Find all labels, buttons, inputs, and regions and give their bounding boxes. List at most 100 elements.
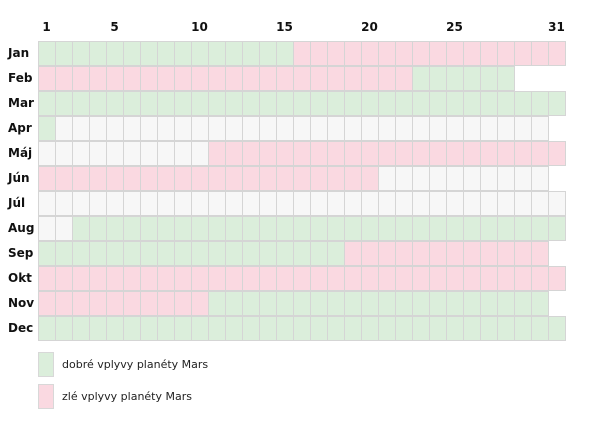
day-cell-neutral	[293, 191, 311, 216]
day-cell-good	[412, 66, 430, 91]
day-cell-neutral	[225, 191, 243, 216]
day-cell-neutral	[174, 116, 192, 141]
month-label: Feb	[8, 71, 33, 85]
day-cell-neutral	[106, 116, 124, 141]
day-cell-neutral	[208, 191, 226, 216]
day-cell-bad	[344, 41, 362, 66]
day-cell-neutral	[174, 141, 192, 166]
day-cell-good	[327, 291, 345, 316]
day-cell-neutral	[531, 116, 549, 141]
day-cell-bad	[531, 241, 549, 266]
day-cell-neutral	[276, 191, 294, 216]
day-cell-neutral	[429, 166, 447, 191]
month-axis: Jan Feb Mar Apr Máj Jún Júl Aug Sep Okt Nov Dec	[7, 46, 34, 335]
day-cell-good	[361, 216, 379, 241]
day-cell-bad	[225, 166, 243, 191]
day-cell-good	[429, 216, 447, 241]
day-cell-bad	[429, 241, 447, 266]
day-cell-bad	[361, 266, 379, 291]
legend-swatch-bad	[38, 384, 54, 409]
day-cell-good	[412, 216, 430, 241]
day-cell-neutral	[72, 141, 90, 166]
day-cell-bad	[463, 41, 481, 66]
day-cell-bad	[140, 291, 158, 316]
day-cell-bad	[429, 41, 447, 66]
day-cell-bad	[89, 166, 107, 191]
day-cell-neutral	[106, 191, 124, 216]
day-cell-good	[174, 316, 192, 341]
day-cell-good	[310, 91, 328, 116]
day-cell-bad	[208, 66, 226, 91]
day-cell-good	[446, 291, 464, 316]
day-cell-good	[208, 216, 226, 241]
day-cell-bad	[38, 291, 56, 316]
day-cell-good	[208, 291, 226, 316]
day-cell-good	[191, 41, 209, 66]
day-cell-bad	[259, 141, 277, 166]
day-cell-bad	[395, 41, 413, 66]
day-cell-good	[276, 316, 294, 341]
day-cell-bad	[327, 66, 345, 91]
day-cell-bad	[395, 241, 413, 266]
day-cell-bad	[174, 266, 192, 291]
day-cell-bad	[480, 141, 498, 166]
day-cell-bad	[293, 266, 311, 291]
day-cell-good	[208, 241, 226, 266]
day-cell-bad	[463, 266, 481, 291]
day-cell-neutral	[412, 116, 430, 141]
day-cell-neutral	[123, 191, 141, 216]
month-label: Aug	[8, 221, 34, 235]
day-cell-bad	[310, 166, 328, 191]
day-cell-good	[531, 316, 549, 341]
day-cell-good	[429, 66, 447, 91]
day-cell-bad	[276, 266, 294, 291]
day-cell-bad	[38, 166, 56, 191]
day-cell-good	[293, 291, 311, 316]
day-cell-neutral	[38, 191, 56, 216]
day-cell-bad	[344, 141, 362, 166]
day-cell-good	[259, 91, 277, 116]
day-cell-neutral	[327, 116, 345, 141]
day-cell-bad	[310, 66, 328, 91]
day-cell-good	[191, 91, 209, 116]
day-cell-good	[361, 291, 379, 316]
day-cell-good	[89, 316, 107, 341]
mars-calendar-chart: 1 5 10 15 20 25 31 JanFebMarAprMájJúnJúlAugSep…	[7, 20, 566, 341]
day-cell-neutral	[38, 216, 56, 241]
day-cell-good	[140, 316, 158, 341]
day-cell-good	[514, 291, 532, 316]
day-cell-neutral	[123, 116, 141, 141]
day-cell-bad	[72, 266, 90, 291]
day-cell-bad	[361, 241, 379, 266]
day-cell-bad	[514, 266, 532, 291]
day-cell-good	[327, 316, 345, 341]
day-cell-neutral	[140, 191, 158, 216]
day-cell-good	[72, 241, 90, 266]
day-cell-good	[208, 316, 226, 341]
day-cell-bad	[72, 291, 90, 316]
month-label: Mar	[8, 96, 34, 110]
day-cell-bad	[497, 41, 515, 66]
day-cell-good	[497, 316, 515, 341]
day-cell-neutral	[89, 116, 107, 141]
day-cell-good	[38, 41, 56, 66]
day-cell-neutral	[463, 166, 481, 191]
day-cell-neutral	[378, 116, 396, 141]
day-cell-neutral	[361, 191, 379, 216]
day-cell-bad	[242, 166, 260, 191]
day-cell-neutral	[446, 166, 464, 191]
day-cell-good	[378, 291, 396, 316]
day-cell-bad	[89, 291, 107, 316]
day-cell-good	[463, 91, 481, 116]
day-cell-good	[429, 316, 447, 341]
day-cell-neutral	[395, 166, 413, 191]
day-cell-bad	[174, 66, 192, 91]
day-cell-neutral	[259, 191, 277, 216]
day-cell-neutral	[344, 116, 362, 141]
day-cell-good	[106, 316, 124, 341]
day-cell-good	[514, 91, 532, 116]
day-cell-neutral	[89, 141, 107, 166]
day-cell-bad	[157, 266, 175, 291]
day-cell-good	[174, 91, 192, 116]
day-cell-bad	[140, 266, 158, 291]
